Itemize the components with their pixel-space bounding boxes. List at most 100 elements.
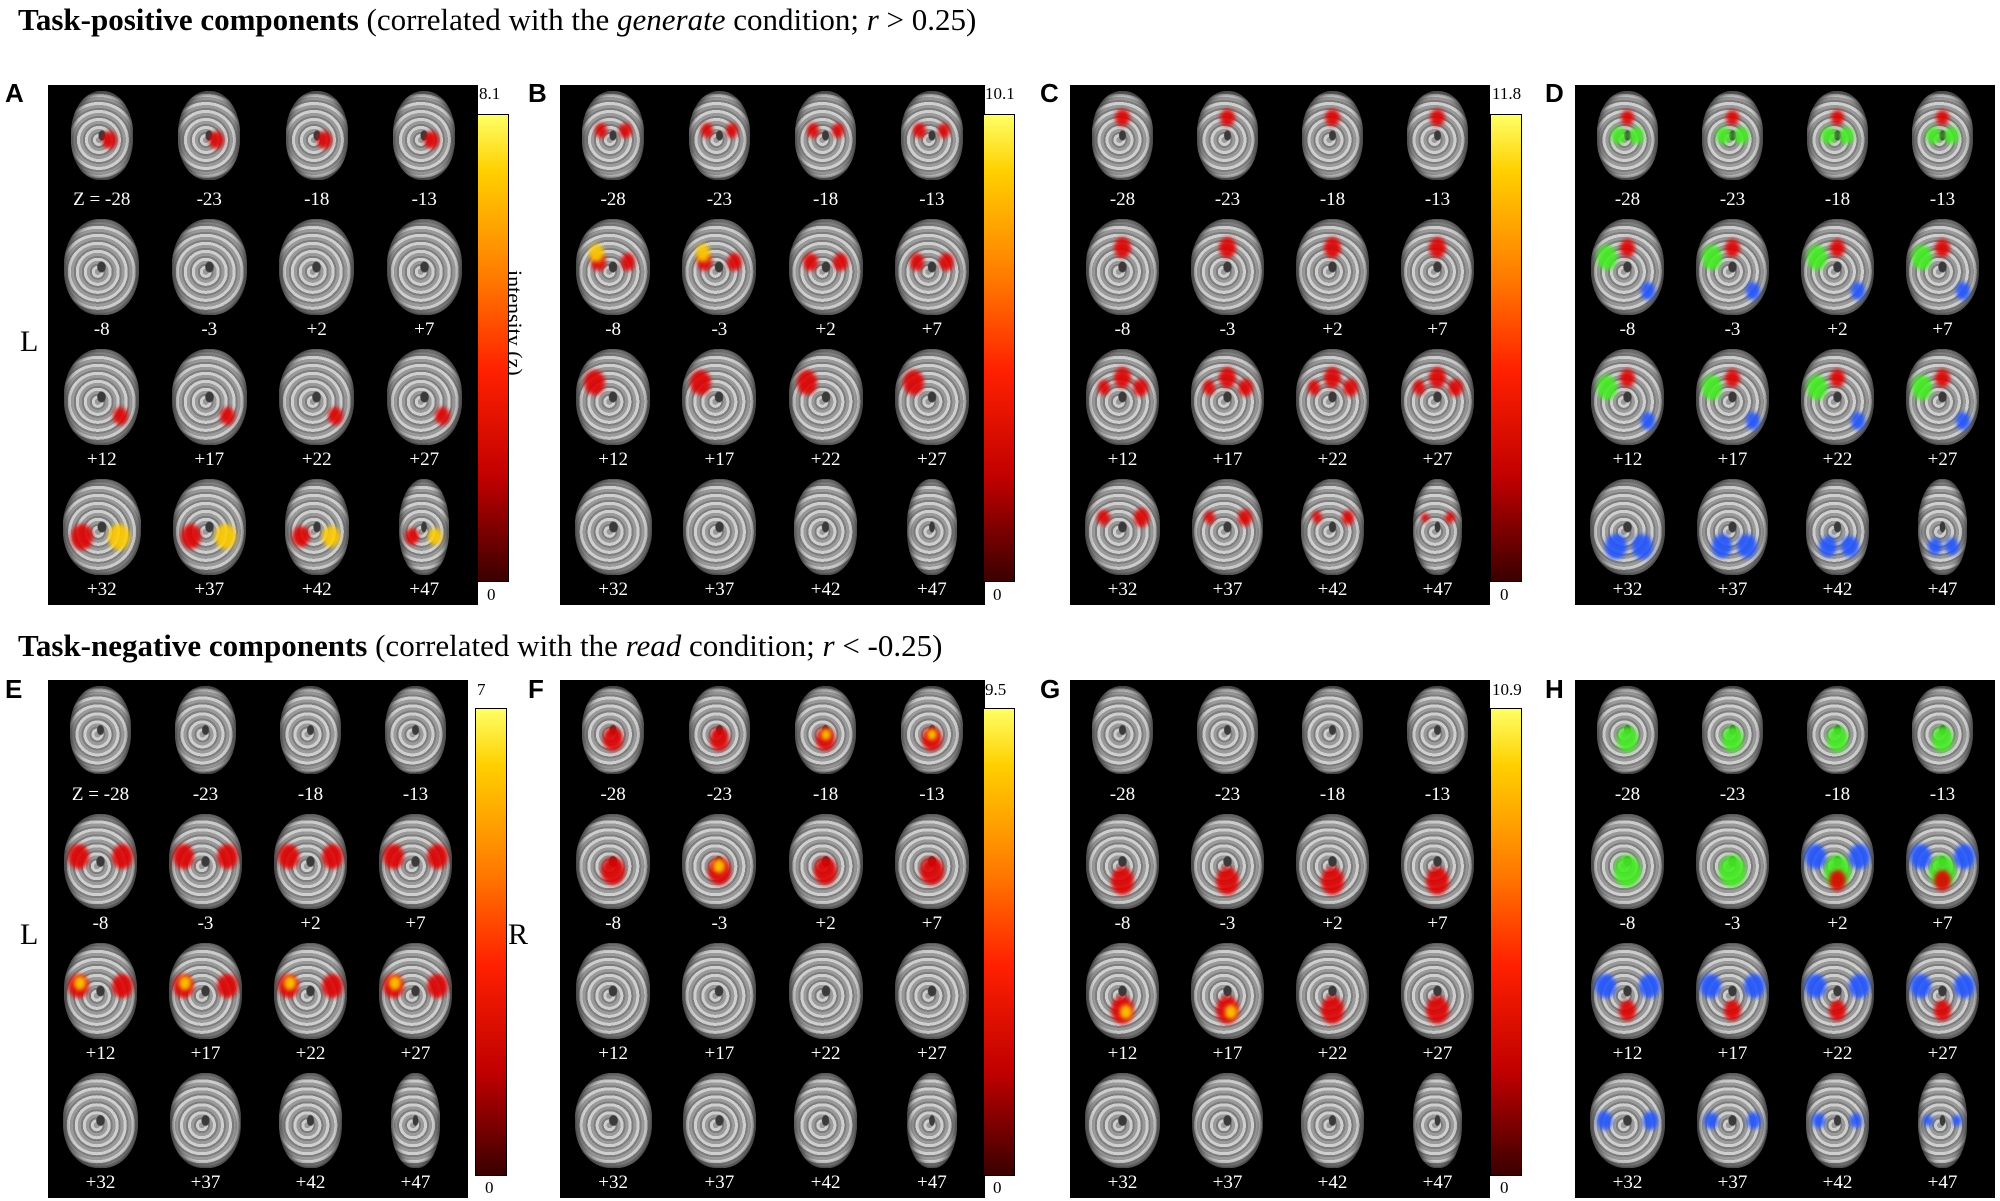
activation-blob: [1954, 844, 1975, 869]
brain-slice: +37: [666, 475, 772, 605]
brain-slice-image: [1412, 479, 1463, 576]
brain-slice: +32: [1070, 1069, 1175, 1199]
colorbar-min-label: 0: [1500, 585, 1509, 604]
brain-slice-image: [894, 219, 969, 316]
brain-slice: +27: [1385, 939, 1490, 1069]
slice-z-label: +12: [1107, 1042, 1138, 1064]
activation-blob: [594, 123, 607, 139]
slice-z-label: -8: [1619, 319, 1636, 340]
activation-blob: [1110, 866, 1135, 895]
brain-slice: -8: [1575, 810, 1680, 940]
brain-slice-panel: -28 -23 -18 -13 -8 -3 +2 +7 +12 +17 +22 +27 +32 +37 +4…: [1070, 85, 1490, 605]
brain-slice-image: [1302, 686, 1363, 775]
brain-slice: -28: [1070, 680, 1175, 810]
slice-z-label: +27: [1422, 449, 1453, 470]
brain-slice: -13: [1385, 680, 1490, 810]
slice-z-label: +32: [1107, 1172, 1138, 1193]
brain-slice: -8: [1070, 810, 1175, 940]
activation-blob: [1935, 239, 1950, 257]
activation-blob: [603, 727, 623, 751]
activation-blob: [1928, 538, 1942, 555]
activation-blob: [1133, 508, 1150, 527]
activation-blob: [1725, 369, 1740, 387]
activation-blob: [1596, 375, 1618, 400]
brain-slice: -3: [1680, 810, 1785, 940]
activation-blob: [1428, 367, 1447, 389]
brain-slice: +7: [879, 215, 985, 345]
brain-slice-image: [1092, 91, 1153, 180]
slice-z-label: -23: [1719, 189, 1746, 210]
slice-z-label: +42: [295, 1172, 326, 1193]
activation-blob: [909, 253, 925, 272]
colorbar: [477, 114, 509, 582]
activation-blob: [1325, 108, 1340, 127]
slice-z-label: +27: [1927, 449, 1958, 470]
slice-z-label: -18: [812, 783, 839, 805]
brain-slice: +12: [48, 345, 156, 475]
slice-z-label: -3: [1724, 913, 1741, 934]
activation-blob: [1828, 870, 1847, 892]
brain-slice-image: [62, 1072, 139, 1169]
brain-slice: +17: [666, 939, 772, 1069]
activation-blob: [1640, 412, 1656, 430]
brain-slice: Z = -28: [48, 680, 153, 810]
brain-slice: +27: [879, 345, 985, 475]
activation-blob: [1323, 367, 1342, 389]
colorbar-min-label: 0: [485, 1178, 494, 1197]
brain-slice-image: [285, 91, 348, 180]
activation-blob: [1954, 973, 1975, 999]
activation-blob: [1421, 512, 1430, 523]
activation-blob: [1703, 1111, 1719, 1129]
brain-slice-image: [1905, 943, 1980, 1039]
activation-blob: [1238, 378, 1254, 397]
slice-z-label: +2: [1322, 319, 1343, 340]
activation-blob: [1725, 239, 1740, 257]
activation-blob: [938, 123, 951, 139]
activation-blob: [322, 844, 343, 869]
activation-blob: [1430, 108, 1445, 127]
brain-slice: -3: [1680, 215, 1785, 345]
brain-slice-image: [1912, 91, 1973, 180]
brain-slice-image: [1301, 479, 1364, 576]
slice-z-label: +27: [917, 449, 947, 470]
activation-blob: [1614, 855, 1641, 887]
slice-z-label: +32: [85, 1172, 116, 1193]
slice-z-label: -28: [600, 783, 626, 805]
colorbar-max-label: 10.1: [985, 84, 1015, 103]
brain-slice: +2: [773, 810, 879, 940]
slice-z-label: +2: [306, 319, 327, 340]
brain-slice-image: [1085, 349, 1160, 446]
brain-slice-image: [576, 943, 651, 1039]
brain-slice: +12: [48, 939, 153, 1069]
brain-slice-image: [399, 479, 450, 576]
activation-blob: [1120, 1004, 1132, 1020]
brain-slice: -28: [560, 680, 666, 810]
slice-z-label: +47: [917, 1172, 947, 1193]
activation-blob: [1806, 375, 1828, 400]
activation-blob: [427, 844, 448, 869]
activation-blob: [1926, 126, 1941, 144]
brain-slice: +47: [1385, 475, 1490, 605]
slice-z-label: +37: [704, 579, 735, 600]
brain-slice: +32: [1575, 1069, 1680, 1199]
brain-slice-panel: -28 -23 -18 -13 -8 -3 +2 +7 +12 +17 +22 +27 +32 +37 +4…: [560, 680, 985, 1198]
brain-slice-image: [788, 943, 863, 1039]
brain-slice: +27: [1890, 939, 1995, 1069]
brain-slice-image: [1905, 813, 1980, 910]
slice-z-label: +12: [1612, 1042, 1643, 1064]
slice-z-label: +47: [1422, 1172, 1453, 1193]
slice-z-label: +37: [1717, 579, 1748, 600]
brain-slice: -18: [1280, 680, 1385, 810]
slice-z-label: -3: [711, 913, 728, 934]
brain-slice: -18: [258, 680, 363, 810]
slice-z-label: +7: [1932, 319, 1953, 340]
brain-slice-image: [1807, 91, 1868, 180]
brain-slice: +7: [879, 810, 985, 940]
slice-z-label: +22: [1822, 1042, 1853, 1064]
activation-blob: [1830, 239, 1845, 257]
activation-blob: [217, 844, 238, 869]
slice-z-label: +47: [1422, 579, 1453, 600]
activation-blob: [112, 844, 133, 869]
brain-slice-image: [894, 943, 969, 1039]
brain-slice-image: [70, 91, 133, 180]
